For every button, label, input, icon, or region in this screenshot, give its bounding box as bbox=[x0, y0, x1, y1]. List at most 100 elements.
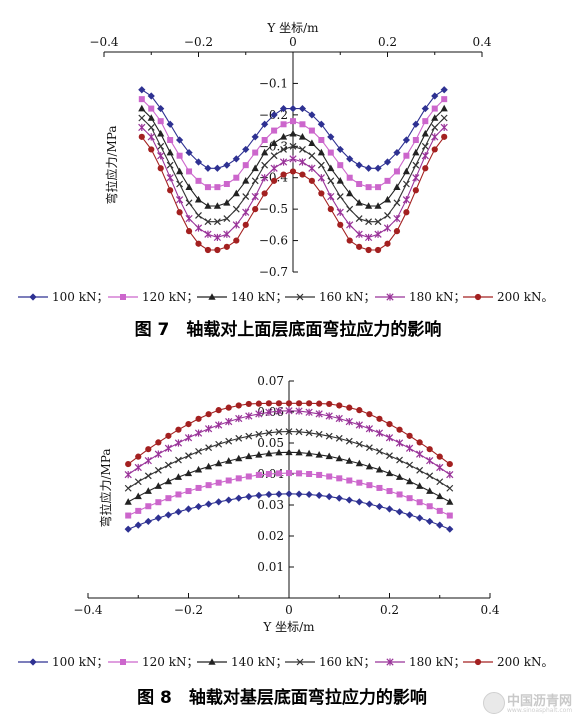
data-point bbox=[412, 148, 420, 156]
data-point bbox=[305, 408, 313, 416]
data-point bbox=[144, 487, 152, 494]
data-point bbox=[416, 450, 424, 458]
data-point bbox=[383, 158, 392, 166]
data-point bbox=[295, 490, 303, 498]
data-point bbox=[215, 421, 223, 429]
x-tick-label: 0.4 bbox=[472, 35, 491, 49]
data-point bbox=[393, 148, 401, 157]
data-point bbox=[426, 446, 433, 453]
data-point bbox=[305, 429, 313, 437]
data-point bbox=[147, 133, 155, 141]
data-point bbox=[402, 136, 410, 144]
data-point bbox=[336, 145, 344, 154]
data-point bbox=[164, 461, 172, 469]
data-point bbox=[406, 461, 414, 469]
legend-label: 180 kN； bbox=[409, 655, 466, 669]
x-tick-label: 0.2 bbox=[378, 35, 397, 49]
data-point bbox=[185, 148, 193, 157]
data-point bbox=[356, 407, 363, 414]
data-point bbox=[223, 243, 230, 250]
series-140-kn bbox=[138, 104, 448, 209]
data-point bbox=[176, 136, 184, 144]
data-point bbox=[265, 471, 272, 477]
data-point bbox=[346, 155, 354, 163]
data-point bbox=[245, 452, 253, 460]
data-point bbox=[325, 412, 333, 420]
data-point bbox=[346, 404, 353, 411]
data-point bbox=[446, 525, 454, 533]
data-point bbox=[327, 149, 334, 156]
data-point bbox=[317, 120, 325, 128]
data-point bbox=[225, 477, 232, 484]
data-point bbox=[214, 184, 221, 191]
data-point bbox=[421, 129, 429, 137]
data-point bbox=[154, 482, 162, 489]
data-point bbox=[138, 86, 146, 94]
data-point bbox=[335, 494, 343, 502]
y-tick-label: 0.03 bbox=[257, 498, 284, 512]
data-point bbox=[393, 228, 401, 235]
data-point bbox=[346, 205, 354, 213]
data-point bbox=[295, 400, 303, 407]
data-point bbox=[167, 137, 174, 143]
data-point bbox=[270, 111, 278, 119]
data-point bbox=[355, 215, 363, 222]
data-point bbox=[242, 193, 250, 200]
data-point bbox=[261, 161, 269, 169]
data-point bbox=[395, 473, 404, 480]
data-point bbox=[176, 152, 183, 159]
data-point bbox=[436, 521, 444, 529]
x-tick-label: −0.4 bbox=[73, 603, 103, 617]
data-point bbox=[308, 139, 316, 146]
data-point bbox=[135, 507, 142, 514]
data-point bbox=[386, 488, 393, 495]
data-point bbox=[299, 171, 306, 178]
y-tick-label: 0.02 bbox=[257, 529, 284, 543]
data-point bbox=[175, 196, 184, 204]
y-tick-label: 0.05 bbox=[257, 436, 284, 450]
data-point bbox=[306, 400, 313, 407]
data-point bbox=[327, 192, 335, 201]
data-point bbox=[261, 190, 268, 197]
x-tick-label: 0.4 bbox=[480, 603, 499, 617]
data-point bbox=[298, 104, 307, 113]
x-tick-label: −0.2 bbox=[174, 603, 203, 617]
data-point bbox=[215, 440, 223, 448]
data-point bbox=[215, 407, 222, 414]
data-point bbox=[204, 184, 211, 191]
data-point bbox=[235, 402, 242, 409]
data-point bbox=[279, 158, 288, 166]
data-point bbox=[374, 202, 382, 209]
data-point bbox=[251, 177, 259, 185]
data-point bbox=[308, 152, 316, 160]
data-point bbox=[441, 96, 448, 103]
data-point bbox=[446, 512, 453, 519]
series-180-kn bbox=[124, 407, 454, 479]
watermark: 中国沥青网 www.sinoasphalt.com bbox=[483, 690, 572, 716]
data-point bbox=[336, 177, 344, 184]
data-point bbox=[365, 164, 373, 172]
data-point bbox=[275, 448, 283, 456]
data-point bbox=[186, 168, 193, 175]
data-point bbox=[426, 472, 434, 480]
legend-label: 100 kN； bbox=[52, 655, 109, 669]
data-point bbox=[235, 414, 243, 423]
data-point bbox=[416, 482, 424, 489]
data-point bbox=[205, 444, 213, 452]
data-point bbox=[325, 493, 333, 501]
legend-label: 140 kN； bbox=[231, 290, 288, 304]
data-point bbox=[365, 184, 372, 191]
data-point bbox=[185, 199, 193, 207]
data-point bbox=[396, 456, 403, 464]
data-point bbox=[134, 492, 142, 500]
data-point bbox=[271, 127, 278, 134]
data-point bbox=[376, 415, 383, 422]
data-point bbox=[385, 469, 394, 477]
data-point bbox=[375, 429, 384, 437]
data-point bbox=[337, 221, 344, 228]
data-point bbox=[167, 187, 174, 194]
legend-label: 100 kN； bbox=[52, 290, 109, 304]
data-point bbox=[406, 511, 414, 519]
data-point bbox=[205, 411, 212, 418]
data-point bbox=[235, 494, 243, 502]
